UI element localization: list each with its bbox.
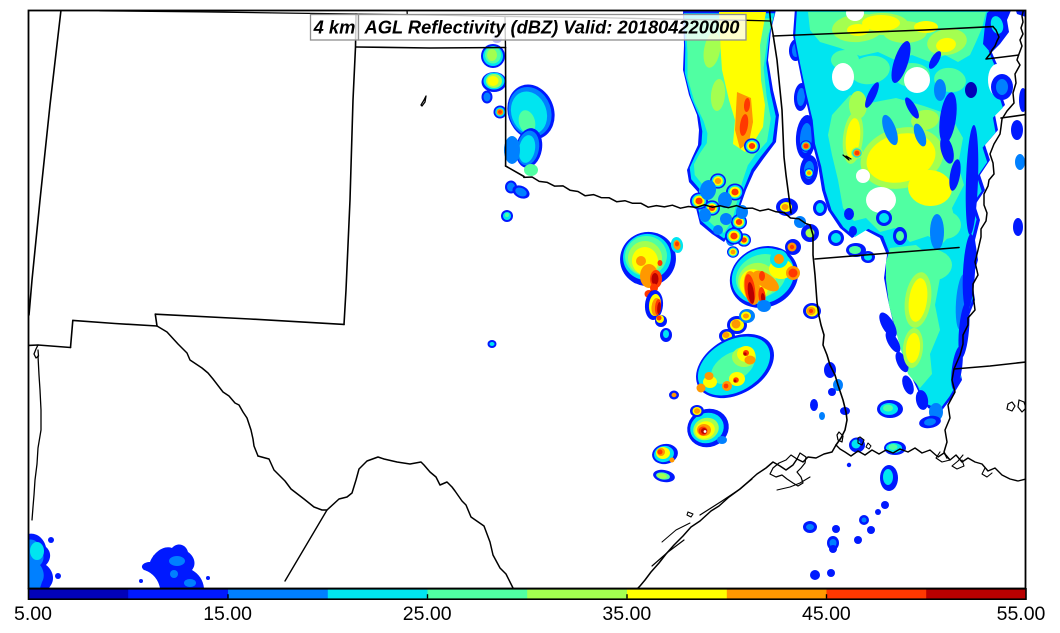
svg-text:45.00: 45.00: [802, 603, 851, 625]
svg-text:35.00: 35.00: [602, 603, 651, 625]
svg-text:AGL Reflectivity (dBZ) Valid:: AGL Reflectivity (dBZ) Valid: 2018042200…: [364, 17, 740, 38]
svg-text:4 km: 4 km: [313, 17, 356, 38]
svg-text:5.00: 5.00: [14, 603, 52, 625]
svg-text:25.00: 25.00: [403, 603, 452, 625]
svg-text:15.00: 15.00: [203, 603, 252, 625]
svg-text:55.00: 55.00: [997, 603, 1046, 625]
